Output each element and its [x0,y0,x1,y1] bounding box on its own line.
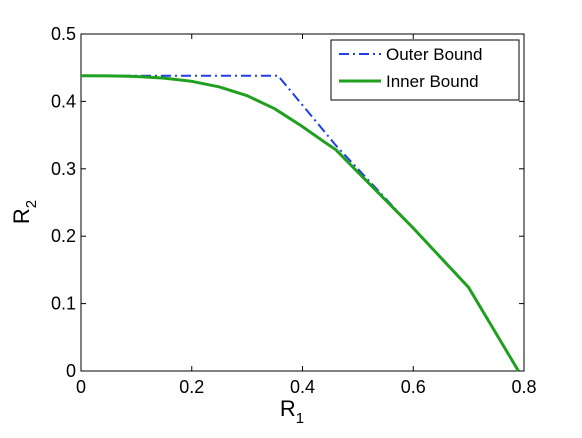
legend-label-inner-bound: Inner Bound [386,72,479,91]
x-tick-label: 0.6 [401,377,426,397]
y-tick-label: 0.1 [51,294,76,314]
y-tick-label: 0.3 [51,159,76,179]
x-tick-label: 0 [76,377,86,397]
x-tick-label: 0.4 [290,377,315,397]
x-tick-label: 0.2 [179,377,204,397]
y-tick-label: 0.2 [51,226,76,246]
series-layer [80,74,520,372]
axis-ticks: 0 0.2 0.4 0.6 0.8 0 0.1 0.2 0.3 0.4 0.5 [51,24,537,397]
y-axis-label: R2 [9,200,40,224]
y-tick-label: 0.4 [51,91,76,111]
legend-label-outer-bound: Outer Bound [386,45,482,64]
series-line-inner-bound [80,74,520,372]
legend: Outer Bound Inner Bound [330,39,520,101]
x-axis-label: R1 [280,396,304,427]
legend-box [330,39,520,101]
y-tick-label: 0.5 [51,24,76,44]
y-tick-label: 0 [66,361,76,381]
x-tick-label: 0.8 [511,377,536,397]
